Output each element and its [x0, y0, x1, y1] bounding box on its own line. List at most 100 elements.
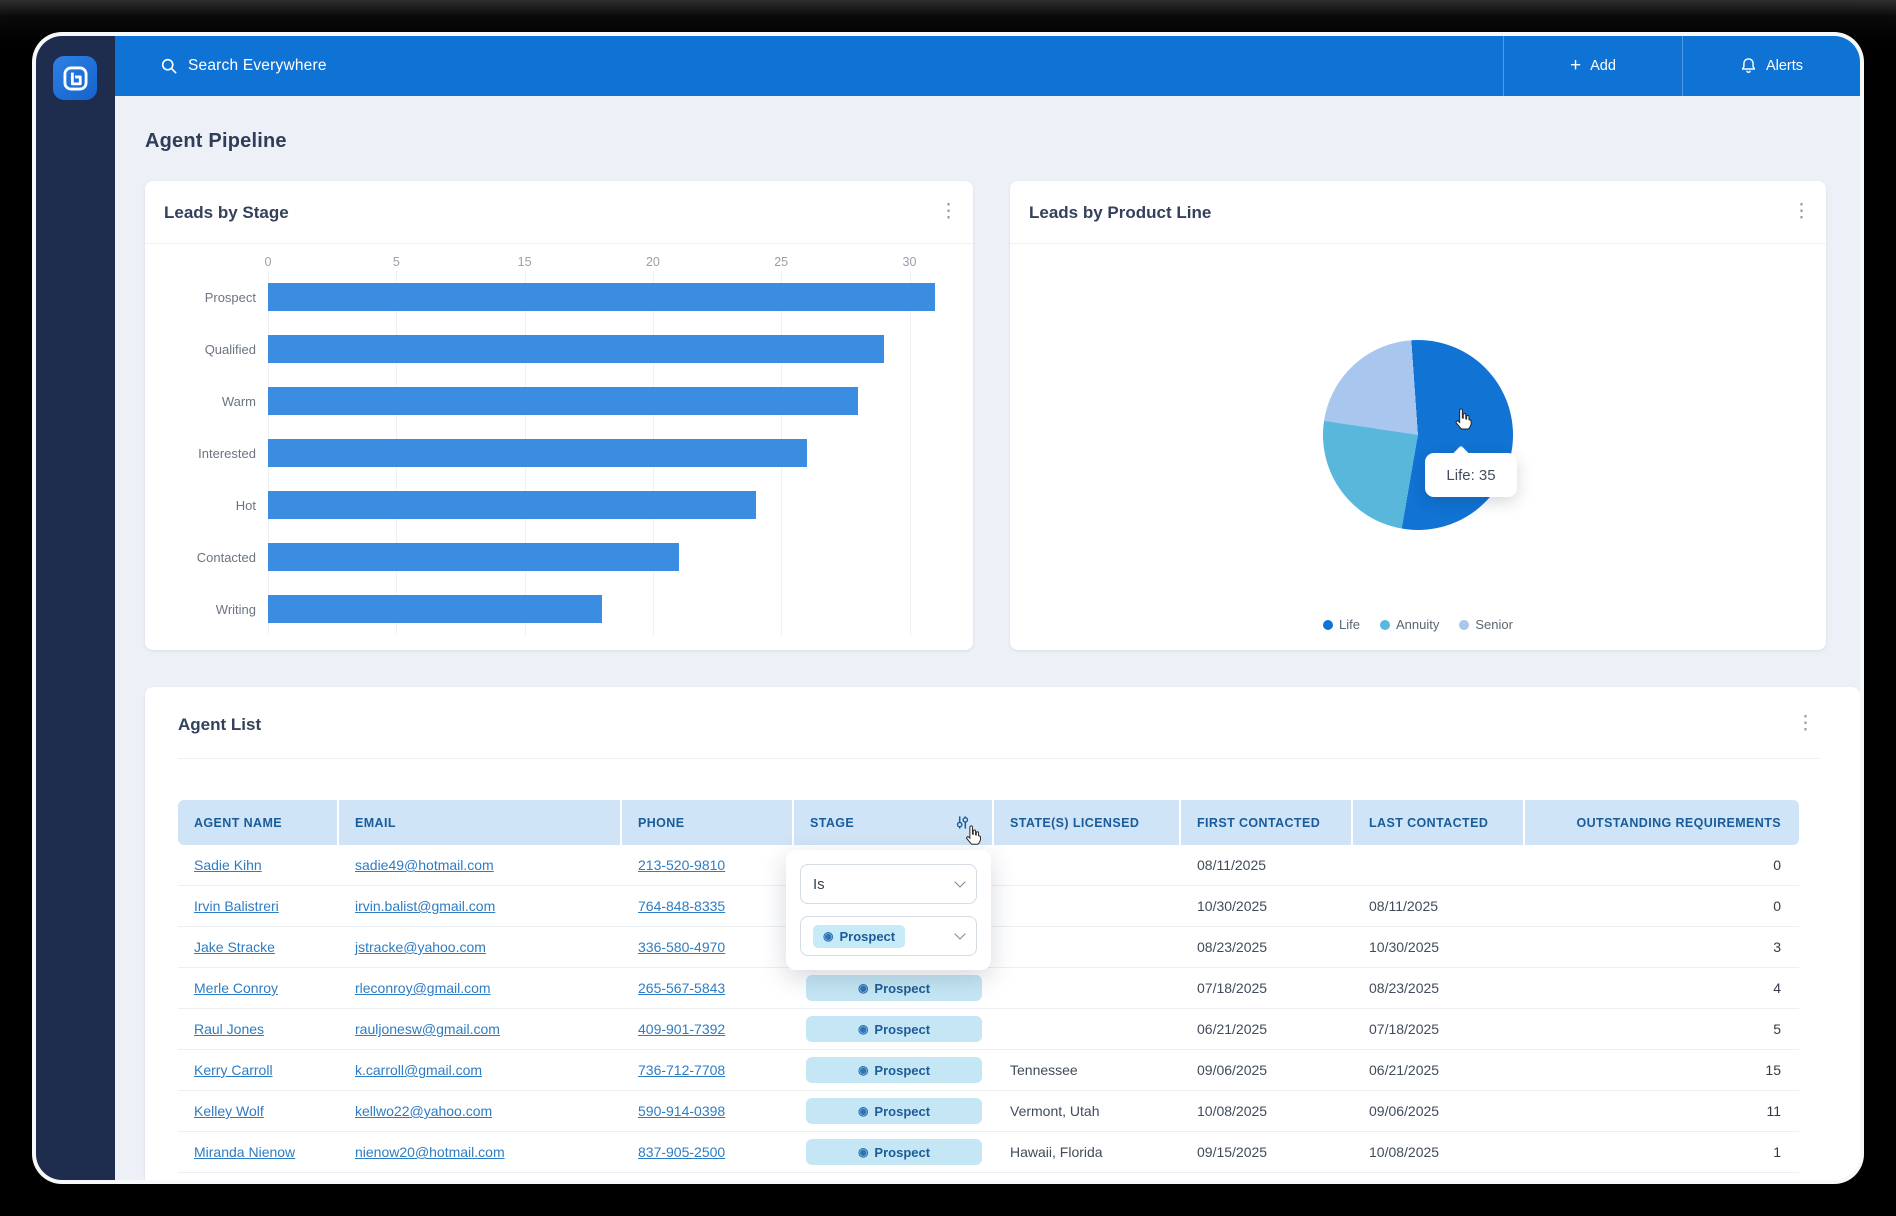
x-tick-label: 15 — [517, 255, 532, 269]
agent-name-link[interactable]: Miranda Nienow — [194, 1144, 296, 1160]
email-link-cell: nienow20@hotmail.com — [339, 1132, 622, 1172]
agent-name-link-cell: Irvin Balistreri — [178, 886, 339, 926]
bar-hot[interactable] — [268, 491, 756, 519]
stage-badge-label: Prospect — [874, 980, 931, 996]
column-header-stage[interactable]: STAGE — [794, 800, 994, 845]
stage-dot-icon: ◉ — [857, 981, 869, 995]
email-link-cell: rleconroy@gmail.com — [339, 968, 622, 1008]
kebab-menu-icon[interactable]: ⋮ — [1792, 201, 1811, 222]
states-licensed-cell — [994, 1009, 1181, 1049]
app-logo[interactable] — [53, 56, 97, 100]
stage-filter-icon[interactable] — [955, 815, 970, 833]
legend-item-annuity[interactable]: Annuity — [1380, 617, 1439, 632]
email-link[interactable]: jstracke@yahoo.com — [355, 939, 486, 955]
legend-item-life[interactable]: Life — [1323, 617, 1360, 632]
phone-link[interactable]: 213-520-9810 — [638, 857, 726, 873]
email-link[interactable]: k.carroll@gmail.com — [355, 1062, 483, 1078]
pie-legend: Life Annuity Senior — [1010, 617, 1826, 632]
email-link-cell: k.carroll@gmail.com — [339, 1050, 622, 1090]
email-link[interactable]: kellwo22@yahoo.com — [355, 1103, 493, 1119]
column-header-email[interactable]: EMAIL — [339, 800, 622, 845]
chevron-down-icon — [954, 928, 966, 940]
column-header-agent-name[interactable]: AGENT NAME — [178, 800, 339, 845]
card-header: Leads by Stage ⋮ — [145, 181, 973, 243]
pie-chart[interactable] — [1323, 340, 1513, 530]
bar-writing[interactable] — [268, 595, 602, 623]
last-contacted-cell: 10/30/2025 — [1369, 939, 1440, 955]
stage-dot-icon: ◉ — [823, 929, 834, 943]
stage-filter-popup: Is ◉ Prospect — [786, 850, 991, 970]
bar-warm[interactable] — [268, 387, 859, 415]
phone-link[interactable]: 764-848-8335 — [638, 898, 726, 914]
kebab-menu-icon[interactable]: ⋮ — [939, 201, 958, 222]
kebab-menu-icon[interactable]: ⋮ — [1796, 713, 1815, 734]
email-link[interactable]: nienow20@hotmail.com — [355, 1144, 505, 1160]
bar-category-label: Writing — [215, 601, 256, 617]
table-row: Jake Stracke jstracke@yahoo.com 336-580-49… — [178, 927, 1799, 968]
table-row: Merle Conroy rleconroy@gmail.com 265-567-5… — [178, 968, 1799, 1009]
phone-link[interactable]: 590-914-0398 — [638, 1103, 726, 1119]
phone-link[interactable]: 336-580-4970 — [638, 939, 726, 955]
email-link-cell: kellwo22@yahoo.com — [339, 1091, 622, 1131]
bar-interested[interactable] — [268, 439, 807, 467]
x-tick-label: 0 — [264, 255, 272, 269]
states-licensed-cell — [994, 886, 1181, 926]
add-button[interactable]: + Add — [1503, 36, 1682, 96]
email-link[interactable]: rauljonesw@gmail.com — [355, 1021, 500, 1037]
last-contacted-cell: 07/18/2025 — [1369, 1021, 1440, 1037]
add-label: Add — [1590, 58, 1616, 74]
bar-contacted[interactable] — [268, 543, 679, 571]
alerts-label: Alerts — [1765, 58, 1804, 74]
phone-link[interactable]: 265-567-5843 — [638, 980, 726, 996]
legend-dot-icon — [1459, 619, 1470, 630]
agent-name-link[interactable]: Irvin Balistreri — [194, 898, 279, 914]
column-header-label: OUTSTANDING REQUIREMENTS — [1576, 815, 1781, 830]
bar-prospect[interactable] — [268, 283, 936, 311]
phone-link[interactable]: 736-712-7708 — [638, 1062, 726, 1078]
agent-name-link[interactable]: Sadie Kihn — [194, 857, 262, 873]
phone-link[interactable]: 837-905-2500 — [638, 1144, 726, 1160]
pie-tooltip: Life: 35 — [1425, 445, 1517, 497]
email-link[interactable]: sadie49@hotmail.com — [355, 857, 494, 873]
table-row: Raul Jones rauljonesw@gmail.com 409-901-73… — [178, 1009, 1799, 1050]
phone-link-cell: 409-901-7392 — [622, 1009, 794, 1049]
email-link[interactable]: rleconroy@gmail.com — [355, 980, 491, 996]
first-contacted-cell: 10/30/2025 — [1197, 898, 1268, 914]
filter-operator-select[interactable]: Is — [800, 864, 977, 904]
legend-item-senior[interactable]: Senior — [1459, 617, 1513, 632]
agent-name-link[interactable]: Kelley Wolf — [194, 1103, 264, 1119]
phone-link-cell: 837-905-2500 — [622, 1132, 794, 1172]
outstanding-requirements-cell: 0 — [1773, 857, 1781, 873]
tooltip-text: Life: 35 — [1446, 466, 1496, 484]
column-header-label: EMAIL — [355, 815, 396, 830]
column-header-state-s-licensed[interactable]: STATE(S) LICENSED — [994, 800, 1181, 845]
stage-badge-label: Prospect — [839, 928, 896, 944]
agent-name-link-cell: Kerry Carroll — [178, 1050, 339, 1090]
column-header-first-contacted[interactable]: FIRST CONTACTED — [1181, 800, 1353, 845]
column-header-phone[interactable]: PHONE — [622, 800, 794, 845]
agent-name-link[interactable]: Merle Conroy — [194, 980, 279, 996]
card-header: Agent List ⋮ — [145, 687, 1860, 749]
agent-name-link[interactable]: Kerry Carroll — [194, 1062, 273, 1078]
bar-row: Writing — [155, 583, 957, 635]
agent-name-link[interactable]: Raul Jones — [194, 1021, 265, 1037]
bar-chart: Prospect Qualified Warm Interested Hot Contac… — [155, 271, 957, 635]
email-link[interactable]: irvin.balist@gmail.com — [355, 898, 496, 914]
table-body: Sadie Kihn sadie49@hotmail.com 213-520-981… — [178, 845, 1799, 1173]
bar-row: Qualified — [155, 323, 957, 375]
bar-qualified[interactable] — [268, 335, 884, 363]
column-header-outstanding-requirements[interactable]: OUTSTANDING REQUIREMENTS — [1525, 800, 1799, 845]
agent-name-link[interactable]: Jake Stracke — [194, 939, 275, 955]
search-everywhere-button[interactable]: Search Everywhere — [160, 36, 327, 96]
alerts-button[interactable]: Alerts — [1682, 36, 1860, 96]
filter-value-select[interactable]: ◉ Prospect — [800, 916, 977, 956]
states-licensed-cell: Vermont, Utah — [1010, 1103, 1100, 1119]
stage-cell: ◉ Prospect — [794, 968, 994, 1008]
filter-operator-value: Is — [813, 875, 825, 893]
column-header-last-contacted[interactable]: LAST CONTACTED — [1353, 800, 1525, 845]
phone-link[interactable]: 409-901-7392 — [638, 1021, 726, 1037]
x-tick-label: 25 — [774, 255, 789, 269]
card-title: Leads by Product Line — [1029, 203, 1212, 222]
last-contacted-cell: 06/21/2025 — [1369, 1062, 1440, 1078]
